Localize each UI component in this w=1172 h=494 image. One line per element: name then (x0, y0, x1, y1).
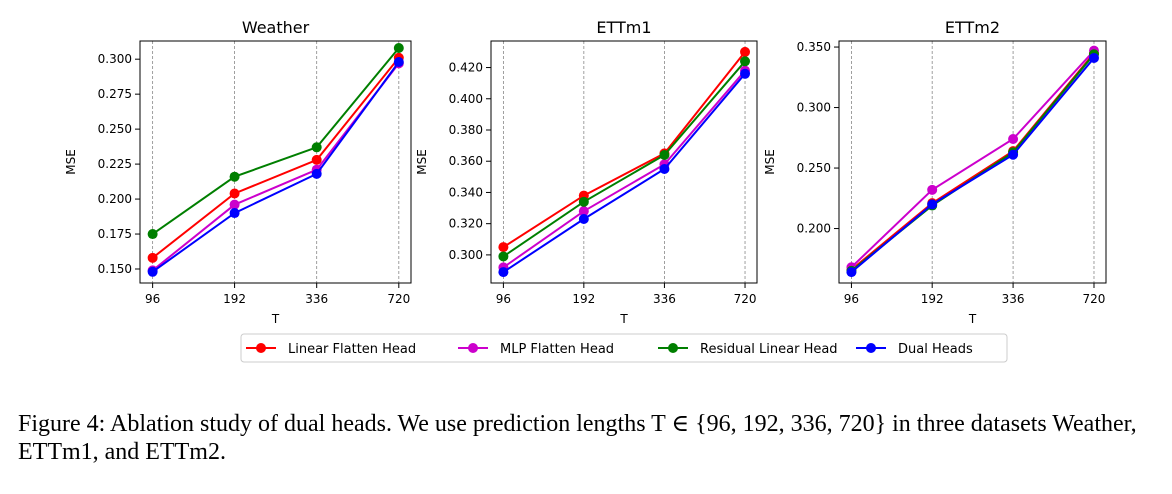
legend-box (240, 333, 1008, 363)
data-point (578, 196, 589, 207)
data-point (147, 252, 158, 263)
x-tick-label: 336 (1002, 292, 1025, 306)
series-line (850, 57, 1095, 273)
series-line (152, 62, 400, 272)
y-tick-label: 0.350 (797, 40, 831, 54)
legend-label: Linear Flatten Head (288, 342, 416, 357)
data-point (229, 208, 240, 219)
x-tick-label: 336 (305, 292, 328, 306)
y-tick-label: 0.400 (449, 92, 483, 106)
y-tick-label: 0.200 (98, 192, 132, 206)
x-tick-label: 96 (496, 292, 511, 306)
data-point (1008, 149, 1019, 160)
axes-frame (139, 40, 412, 284)
series-line (502, 70, 746, 269)
y-tick-label: 0.320 (449, 217, 483, 231)
y-tick-label: 0.360 (449, 154, 483, 168)
figure-caption: Figure 4: Ablation study of dual heads. … (18, 411, 1137, 465)
x-tick-label: 96 (145, 292, 160, 306)
axes-frame (490, 40, 758, 284)
chart-panel-2: ETTm1 96 192 336 720 0.300 0.320 0.340 0.360 0.38… (415, 18, 758, 326)
legend-marker (668, 343, 678, 353)
data-point (740, 68, 751, 79)
y-tick-label: 0.340 (449, 185, 483, 199)
legend-label: Residual Linear Head (700, 342, 838, 357)
series-line (502, 51, 746, 248)
x-tick-label: 720 (734, 292, 757, 306)
x-tick-label: 96 (844, 292, 859, 306)
legend-marker (468, 343, 478, 353)
y-axis-label: MSE (415, 149, 429, 175)
data-point (311, 168, 322, 179)
y-tick-label: 0.300 (449, 248, 483, 262)
x-axis-label: T (619, 312, 628, 326)
data-point (229, 199, 240, 210)
chart-title: ETTm2 (945, 18, 1000, 37)
series-line (850, 50, 1095, 268)
x-axis-label: T (968, 312, 977, 326)
x-tick-label: 192 (921, 292, 944, 306)
y-axis-label: MSE (64, 149, 78, 175)
data-point (147, 266, 158, 277)
data-point (393, 42, 404, 53)
y-tick-label: 0.200 (797, 222, 831, 236)
axes-frame (838, 40, 1107, 284)
legend-marker (256, 343, 266, 353)
y-tick-label: 0.175 (98, 227, 132, 241)
y-tick-label: 0.275 (98, 87, 132, 101)
legend: Linear Flatten Head MLP Flatten Head Resid… (240, 333, 1008, 363)
data-point (578, 206, 589, 217)
data-point (659, 164, 670, 175)
y-tick-label: 0.420 (449, 61, 483, 75)
data-point (578, 213, 589, 224)
data-point (311, 154, 322, 165)
x-tick-label: 192 (572, 292, 595, 306)
y-tick-label: 0.300 (98, 52, 132, 66)
data-point (1008, 134, 1019, 145)
data-point (927, 199, 938, 210)
data-point (229, 188, 240, 199)
series-line (152, 61, 400, 273)
data-point (311, 142, 322, 153)
y-tick-label: 0.225 (98, 157, 132, 171)
legend-label: MLP Flatten Head (500, 342, 614, 357)
x-tick-label: 720 (1083, 292, 1106, 306)
data-point (846, 267, 857, 278)
series-line (502, 60, 746, 258)
series-line (502, 73, 746, 273)
y-axis-label: MSE (763, 149, 777, 175)
data-point (1088, 52, 1099, 63)
data-point (229, 171, 240, 182)
data-point (740, 46, 751, 57)
y-tick-label: 0.300 (797, 101, 831, 115)
figure-panels: Weather 96 192 336 720 0.150 0.175 0.200 0.225 0.… (64, 18, 1107, 363)
y-tick-label: 0.250 (797, 161, 831, 175)
data-point (740, 56, 751, 67)
chart-title: Weather (242, 18, 310, 37)
series-line (850, 52, 1095, 271)
y-tick-label: 0.150 (98, 262, 132, 276)
x-tick-label: 720 (387, 292, 410, 306)
chart-panel-3: ETTm2 96 192 336 720 0.200 0.250 0.300 0.350 T MSE (763, 18, 1107, 326)
legend-marker (866, 343, 876, 353)
x-tick-label: 336 (653, 292, 676, 306)
y-tick-label: 0.380 (449, 123, 483, 137)
series-line (152, 47, 400, 235)
legend-label: Dual Heads (898, 342, 973, 357)
chart-title: ETTm1 (596, 18, 651, 37)
data-point (659, 149, 670, 160)
y-tick-label: 0.250 (98, 122, 132, 136)
data-point (498, 267, 509, 278)
x-axis-label: T (271, 312, 280, 326)
data-point (498, 251, 509, 262)
data-point (393, 56, 404, 67)
chart-panel-1: Weather 96 192 336 720 0.150 0.175 0.200 0.225 0.… (64, 18, 412, 326)
data-point (927, 184, 938, 195)
data-point (498, 242, 509, 253)
series-line (152, 57, 400, 259)
data-point (147, 229, 158, 240)
x-tick-label: 192 (223, 292, 246, 306)
